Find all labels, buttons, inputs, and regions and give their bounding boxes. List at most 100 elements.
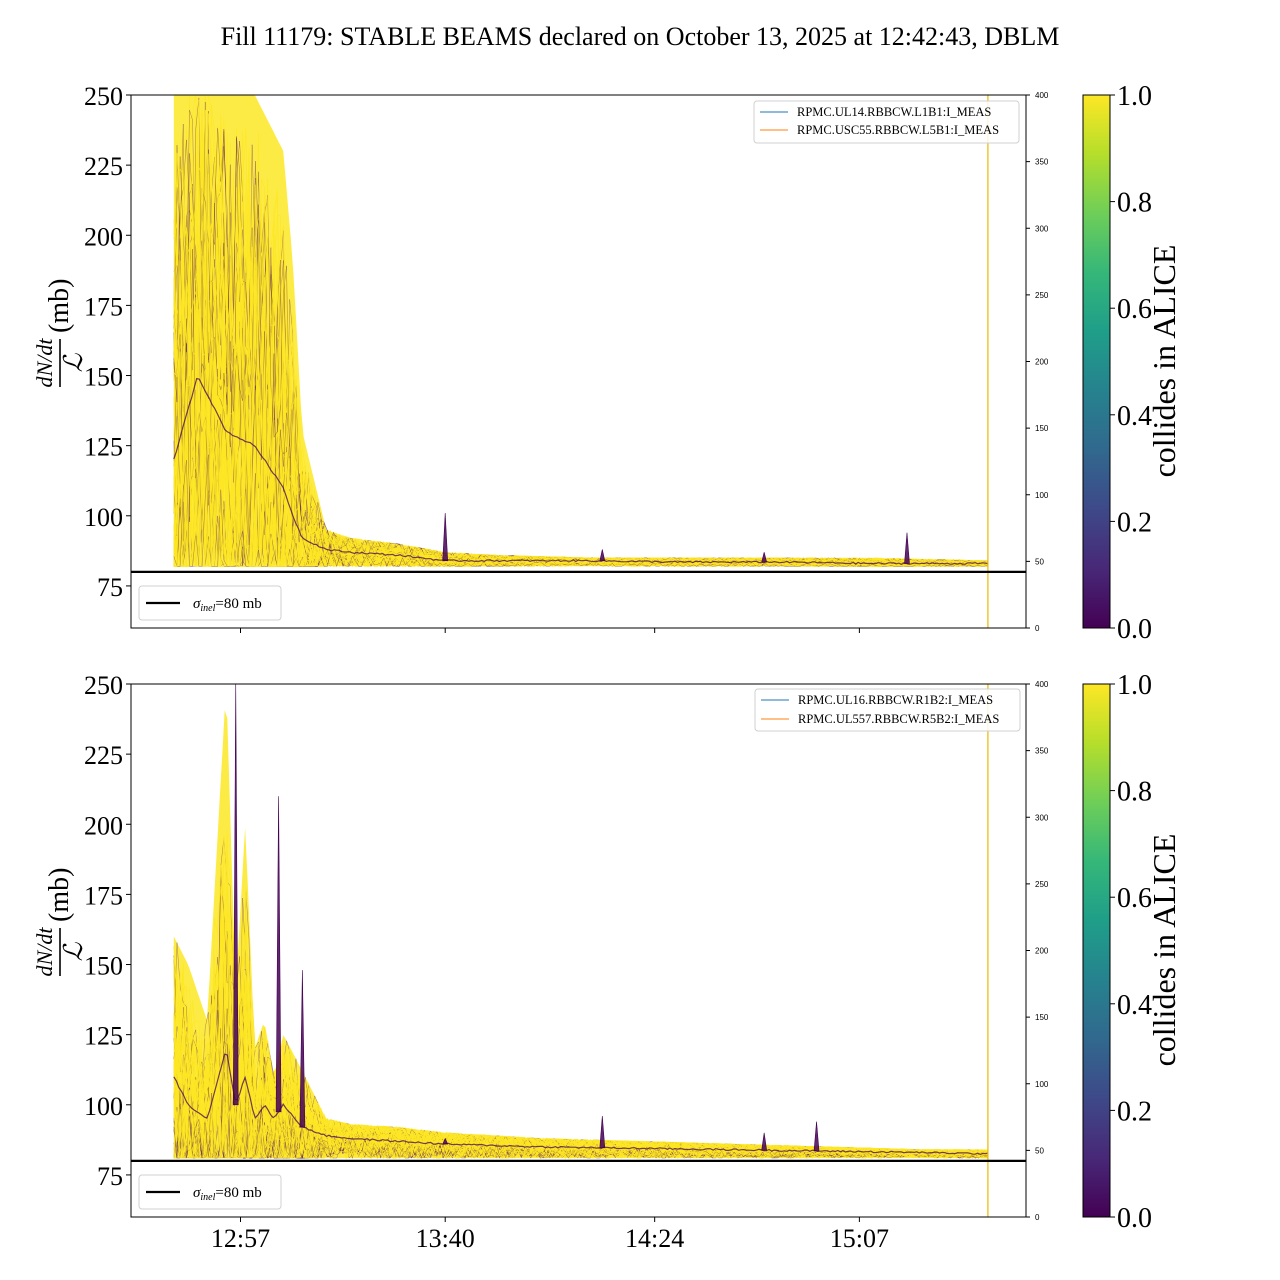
colorbar-tick-label: 0.6 [1117,883,1152,914]
y-tick-label: 150 [84,952,123,981]
colorbar-tick-label: 0.2 [1117,507,1152,538]
y2-tick-label: 200 [1035,947,1049,956]
y-tick-label: 225 [84,152,123,181]
y2-tick-label: 350 [1035,747,1049,756]
top-colorbar-gradient [1082,94,1111,629]
bottom-y-axis: 75 100 125 150 175 200 225 250 [84,671,131,1191]
bottom-colorbar-gradient [1082,683,1111,1218]
signal-trace [173,1040,988,1160]
y2-tick-label: 400 [1035,680,1049,689]
y2-tick-label: 0 [1035,624,1040,633]
y2-tick-label: 150 [1035,424,1049,433]
y-tick-label: 150 [84,363,123,392]
bottom-colorbar: 0.0 0.2 0.4 0.6 0.8 1.0 collides in ALICE [1082,670,1182,1234]
bottom-x-axis: 12:57 13:40 14:24 15:07 [211,1217,889,1253]
top-colorbar-label: collides in ALICE [1146,245,1182,478]
signal-trace [173,372,989,568]
y2-tick-label: 250 [1035,880,1049,889]
y2-tick-label: 300 [1035,813,1049,822]
y2-tick-label: 50 [1035,557,1044,566]
signal-core-trace [173,1053,989,1156]
signal-core-trace [173,377,989,565]
bottom-ylabel-numerator: dN/dt [32,927,57,977]
signal-trace [173,424,989,568]
signal-spike [442,512,449,561]
y2-tick-label: 150 [1035,1013,1049,1022]
y-tick-label: 200 [84,222,123,251]
top-legend: RPMC.UL14.RBBCW.L1B1:I_MEAS RPMC.USC55.R… [753,100,1020,144]
top-ylabel-denominator: ℒ [59,352,88,372]
bottom-colorbar-ticks: 0.0 0.2 0.4 0.6 0.8 1.0 [1110,670,1152,1234]
signal-spike [299,970,306,1128]
y2-tick-label: 300 [1035,224,1049,233]
y-tick-label: 200 [84,811,123,840]
top-x-axis [239,628,860,633]
colorbar-tick-label: 0.0 [1117,614,1152,645]
signal-spike [599,1115,606,1149]
top-colorbar-ticks: 0.0 0.2 0.4 0.6 0.8 1.0 [1110,81,1152,645]
signal-spike [442,1137,449,1145]
y2-tick-label: 250 [1035,291,1049,300]
bottom-ylabel-unit: (mb) [44,868,75,922]
x-tick-label: 15:07 [830,1224,889,1253]
bottom-y-axis-label: dN/dt ℒ (mb) [32,868,88,977]
bottom-colorbar-label: collides in ALICE [1146,834,1182,1067]
colorbar-tick-label: 0.6 [1117,294,1152,325]
colorbar-tick-label: 0.2 [1117,1096,1152,1127]
top-y-axis: 75 100 125 150 175 200 225 250 [84,82,131,602]
y2-tick-label: 50 [1035,1146,1044,1155]
signal-trace [173,454,989,568]
y-tick-label: 100 [84,1092,123,1121]
top-legend-box [753,100,1020,144]
bottom-legend-box [754,688,1021,732]
signal-trace [173,1117,988,1160]
colorbar-tick-label: 0.8 [1117,777,1152,808]
y2-tick-label: 0 [1035,1213,1040,1222]
y2-tick-label: 100 [1035,1080,1049,1089]
colorbar-tick-label: 1.0 [1117,670,1152,701]
bottom-panel: 75 100 125 150 175 200 225 250 0 50 100 150 200 250 3… [32,670,1182,1253]
top-right-axis: 0 50 100 150 200 250 300 350 400 [1026,91,1049,633]
colorbar-tick-label: 0.4 [1117,401,1152,432]
colorbar-tick-label: 0.8 [1117,188,1152,219]
signal-trace [173,1053,989,1159]
y-tick-label: 125 [84,433,123,462]
signal-spike [761,1132,768,1151]
y-tick-label: 100 [84,503,123,532]
signal-spike [813,1121,820,1152]
bottom-plot-area [131,684,1026,1217]
top-sigma-legend-box [138,585,282,621]
bottom-right-axis: 0 50 100 150 200 250 300 350 400 [1026,680,1049,1222]
colorbar-tick-label: 0.0 [1117,1203,1152,1234]
signal-trace [173,850,988,1155]
figure-title: Fill 11179: STABLE BEAMS declared on Oct… [221,22,1060,51]
y2-tick-label: 200 [1035,358,1049,367]
y2-tick-label: 350 [1035,158,1049,167]
signal-spike [599,549,606,562]
bottom-legend: RPMC.UL16.RBBCW.R1B2:I_MEAS RPMC.UL557.R… [754,688,1021,732]
x-tick-label: 14:24 [625,1224,684,1253]
y2-tick-label: 100 [1035,491,1049,500]
top-y-axis-label: dN/dt ℒ (mb) [32,279,88,388]
bottom-legend-entry-1: RPMC.UL16.RBBCW.R1B2:I_MEAS [798,693,993,707]
y-tick-label: 75 [97,1162,123,1191]
top-ylabel-numerator: dN/dt [32,338,57,388]
signal-spike [232,684,239,1106]
top-colorbar: 0.0 0.2 0.4 0.6 0.8 1.0 collides in ALICE [1082,81,1182,645]
bottom-sigma-legend-box [138,1174,282,1210]
y-tick-label: 250 [84,671,123,700]
top-legend-entry-1: RPMC.UL14.RBBCW.L1B1:I_MEAS [797,105,991,119]
y-tick-label: 250 [84,82,123,111]
bottom-ylabel-denominator: ℒ [59,941,88,961]
x-tick-label: 13:40 [416,1224,475,1253]
y-tick-label: 125 [84,1022,123,1051]
signal-spike [275,796,282,1113]
top-sigma-legend-label: σinel=80 mb [193,596,262,614]
y-tick-label: 75 [97,573,123,602]
y-tick-label: 175 [84,881,123,910]
bottom-sigma-legend: σinel=80 mb [138,1174,282,1210]
top-panel: 75 100 125 150 175 200 225 250 0 50 100 150 200 250 3… [32,81,1182,645]
x-tick-label: 12:57 [211,1224,270,1253]
y-tick-label: 175 [84,292,123,321]
